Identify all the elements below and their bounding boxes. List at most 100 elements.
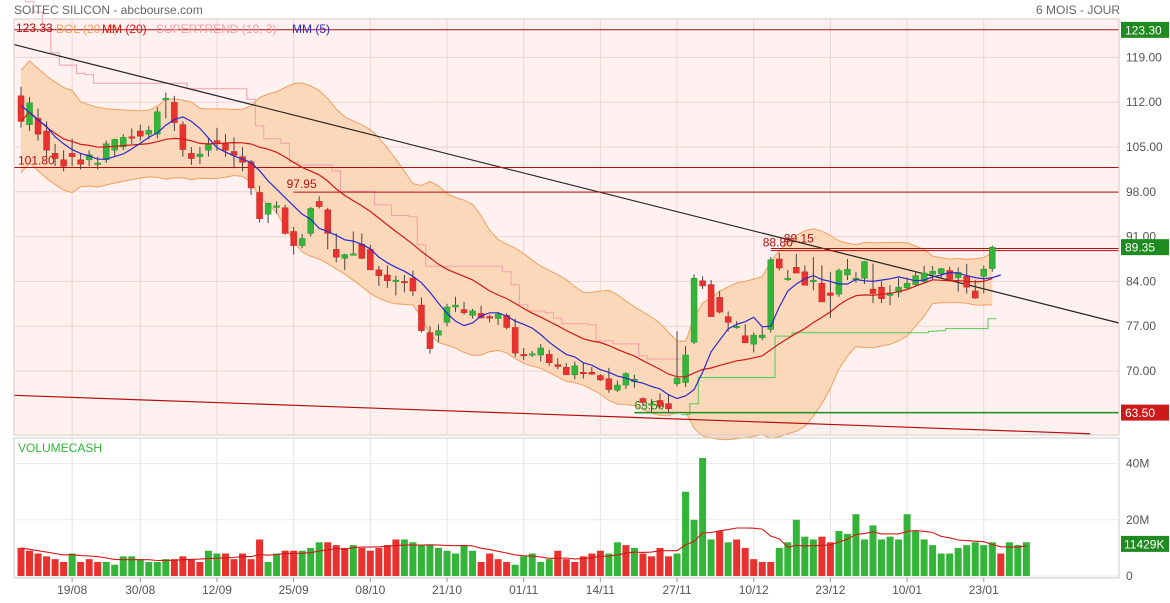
volume-average-line	[20, 527, 1027, 562]
volume-bar-down	[26, 550, 34, 576]
candle-up	[682, 354, 689, 383]
volume-bar-down	[290, 550, 298, 576]
volume-bar-up	[128, 556, 136, 576]
volume-bar-up	[511, 564, 519, 576]
volume-bar-down	[486, 553, 494, 576]
level-label: 101.80	[18, 153, 55, 167]
candle-up	[571, 365, 579, 376]
candle-up	[26, 102, 33, 125]
volume-bar-down	[494, 559, 502, 576]
date-axis-tick: 23/12	[815, 583, 845, 597]
price-panel-border	[13, 18, 1120, 436]
volume-bar-down	[758, 561, 766, 576]
volume-bar-down	[366, 550, 374, 576]
price-axis-tick: 84.00	[1126, 274, 1156, 288]
volume-bar-down	[324, 542, 332, 576]
price-badge	[1121, 404, 1169, 421]
volume-bar-up	[452, 553, 460, 576]
candle-down	[827, 292, 834, 296]
volume-bar-down	[997, 553, 1005, 576]
volume-bar-down	[733, 539, 741, 576]
volume-bar-up	[988, 542, 996, 576]
chart-header-period: 6 MOIS - JOUR	[1035, 3, 1120, 17]
candle-down	[17, 95, 25, 122]
date-axis-tick: 12/09	[202, 583, 232, 597]
candle-up	[145, 130, 153, 135]
price-axis-tick: 70.00	[1126, 364, 1156, 378]
candle-up	[784, 277, 792, 280]
price-badge-label: 89.35	[1125, 241, 1155, 255]
candle-down	[315, 201, 323, 207]
volume-bar-up	[162, 559, 170, 576]
volume-bar-up	[537, 561, 545, 576]
candle-up	[673, 377, 681, 385]
price-badge	[1121, 21, 1169, 38]
date-axis-tick: 21/10	[432, 583, 462, 597]
level-label: 89.15	[784, 231, 814, 245]
candle-down	[418, 304, 425, 331]
candle-down	[656, 400, 664, 407]
candle-up	[443, 306, 451, 323]
candle-down	[43, 130, 50, 151]
candle-down	[665, 403, 672, 410]
candle-down	[597, 375, 604, 381]
volume-bar-down	[767, 561, 775, 576]
volume-bar-down	[392, 539, 400, 576]
candle-down	[503, 315, 510, 328]
candle-down	[426, 332, 434, 349]
volume-bar-down	[622, 545, 630, 576]
candle-down	[563, 366, 570, 376]
volume-bar-down	[750, 559, 758, 576]
volume-bar-up	[792, 519, 800, 576]
candle-down	[554, 364, 562, 367]
volume-bar-down	[818, 536, 826, 576]
price-badge-label: 63.50	[1125, 406, 1155, 420]
date-axis-tick: 19/08	[57, 583, 87, 597]
mm20-line	[20, 111, 993, 378]
volume-bar-up	[545, 559, 553, 576]
candle-down	[77, 159, 84, 165]
legend-entry: SUPERTREND (10, 3)	[156, 22, 276, 36]
level-label: 123.33	[16, 21, 53, 35]
candle-up	[452, 304, 459, 308]
volume-bar-up	[315, 542, 323, 576]
candle-up	[528, 353, 536, 356]
volume-bar-up	[400, 539, 408, 576]
volume-bar-down	[196, 561, 204, 576]
volume-bar-up	[1022, 542, 1030, 576]
candle-up	[94, 162, 101, 165]
candle-down	[281, 207, 289, 234]
volume-bar-up	[895, 539, 903, 576]
candle-up	[767, 259, 775, 330]
candle-up	[469, 310, 476, 316]
candle-down	[358, 244, 366, 259]
candle-up	[835, 270, 843, 295]
volume-bar-up	[1005, 542, 1013, 576]
volume-bar-up	[460, 545, 468, 576]
volume-bar-up	[963, 545, 971, 576]
volume-bar-down	[85, 559, 93, 576]
volume-bar-up	[298, 550, 306, 576]
volume-bar-down	[656, 547, 664, 576]
volume-bar-up	[613, 542, 621, 576]
candle-down	[230, 151, 238, 156]
volume-bar-down	[94, 561, 102, 576]
date-axis-tick: 27/11	[662, 583, 691, 597]
candle-down	[869, 288, 877, 294]
candle-down	[971, 290, 979, 299]
volume-bar-up	[520, 556, 528, 576]
level-label: 88.80	[763, 236, 793, 250]
candle-up	[435, 330, 442, 336]
candle-down	[68, 153, 76, 157]
date-axis-tick: 14/11	[586, 583, 615, 597]
volume-bar-down	[383, 545, 391, 576]
price-badge-label: 123.30	[1125, 23, 1162, 37]
candle-up	[929, 270, 936, 275]
supertrend-line	[24, 0, 682, 360]
volume-bar-down	[562, 559, 570, 576]
volume-bar-up	[136, 559, 144, 576]
candle-up	[750, 334, 757, 345]
volume-bar-down	[596, 550, 604, 576]
candle-up	[537, 347, 544, 356]
